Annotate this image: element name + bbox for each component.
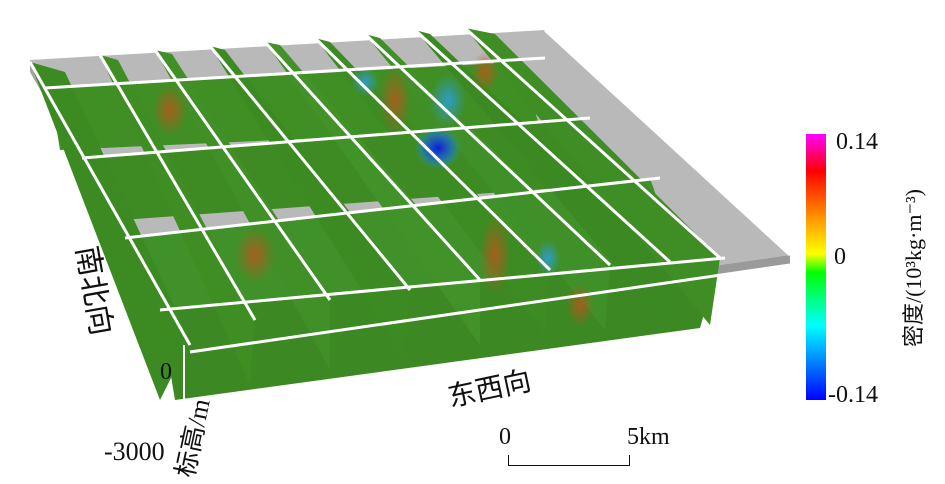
colorbar-title: 密度/(10³kg·m⁻³) <box>901 188 926 348</box>
ns-grid-line <box>313 36 552 272</box>
high-anomaly <box>479 215 511 295</box>
scalebar-end-label: 5km <box>627 424 670 450</box>
ns-section-5 <box>265 42 480 345</box>
scalebar-start-label: 0 <box>499 424 511 450</box>
ns-grid-line <box>263 40 482 282</box>
ew-grid-line <box>124 176 661 240</box>
ew-grid-line <box>81 116 591 160</box>
ns-sections <box>30 28 720 400</box>
ns-grid-line <box>543 28 792 257</box>
colorbar-mid-label: 0 <box>834 244 846 270</box>
high-anomaly <box>379 66 411 134</box>
colorbar <box>806 134 826 400</box>
ns-section-1 <box>30 62 190 400</box>
ew-grid-line <box>189 263 791 354</box>
density-anomalies <box>152 52 594 327</box>
ns-grid-line <box>98 54 257 321</box>
low-anomaly <box>536 240 560 276</box>
elevation-tick-top: 0 <box>160 359 172 385</box>
high-anomaly <box>235 227 275 283</box>
low-anomaly <box>414 126 462 170</box>
ns-section-8 <box>415 30 670 325</box>
high-anomaly <box>152 84 188 136</box>
ns-section-2 <box>100 55 255 385</box>
ns-grid-line <box>413 28 672 264</box>
ns-grid-line <box>363 32 612 267</box>
scalebar <box>508 455 630 466</box>
ns-grid-line <box>153 49 332 301</box>
colorbar-max-label: 0.14 <box>836 129 878 155</box>
colorbar-min-label: -0.14 <box>828 382 878 408</box>
ns-grid-line <box>463 26 722 260</box>
grid-lines <box>28 26 792 354</box>
ew-grid-line <box>159 256 726 312</box>
ns-grid-line <box>28 61 192 346</box>
low-anomaly <box>351 68 379 96</box>
ns-grid-line <box>208 45 412 291</box>
ns-section-4 <box>210 46 410 360</box>
elevation-tick-bottom: -3000 <box>104 437 165 466</box>
high-anomaly <box>566 283 594 327</box>
low-anomaly <box>430 74 466 126</box>
ns-section-3 <box>155 50 330 370</box>
